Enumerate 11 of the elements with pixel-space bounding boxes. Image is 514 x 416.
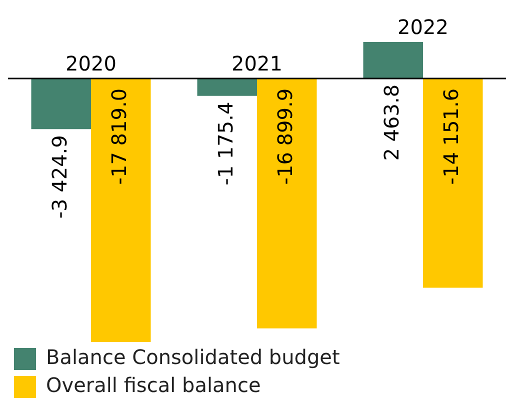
data-label: -14 151.6 [439,88,464,185]
x-tick-label: 2020 [66,52,116,76]
legend-label: Balance Consolidated budget [46,345,340,370]
data-label: 2 463.8 [379,84,404,161]
legend-label: Overall fiscal balance [46,373,261,398]
data-label: -17 819.0 [107,88,132,185]
data-label: -16 899.9 [273,88,298,185]
x-tick-label: 2022 [398,15,448,40]
data-label: -1 175.4 [213,102,238,186]
data-label: -3 424.9 [47,135,72,219]
x-tick-label: 2021 [232,52,282,76]
